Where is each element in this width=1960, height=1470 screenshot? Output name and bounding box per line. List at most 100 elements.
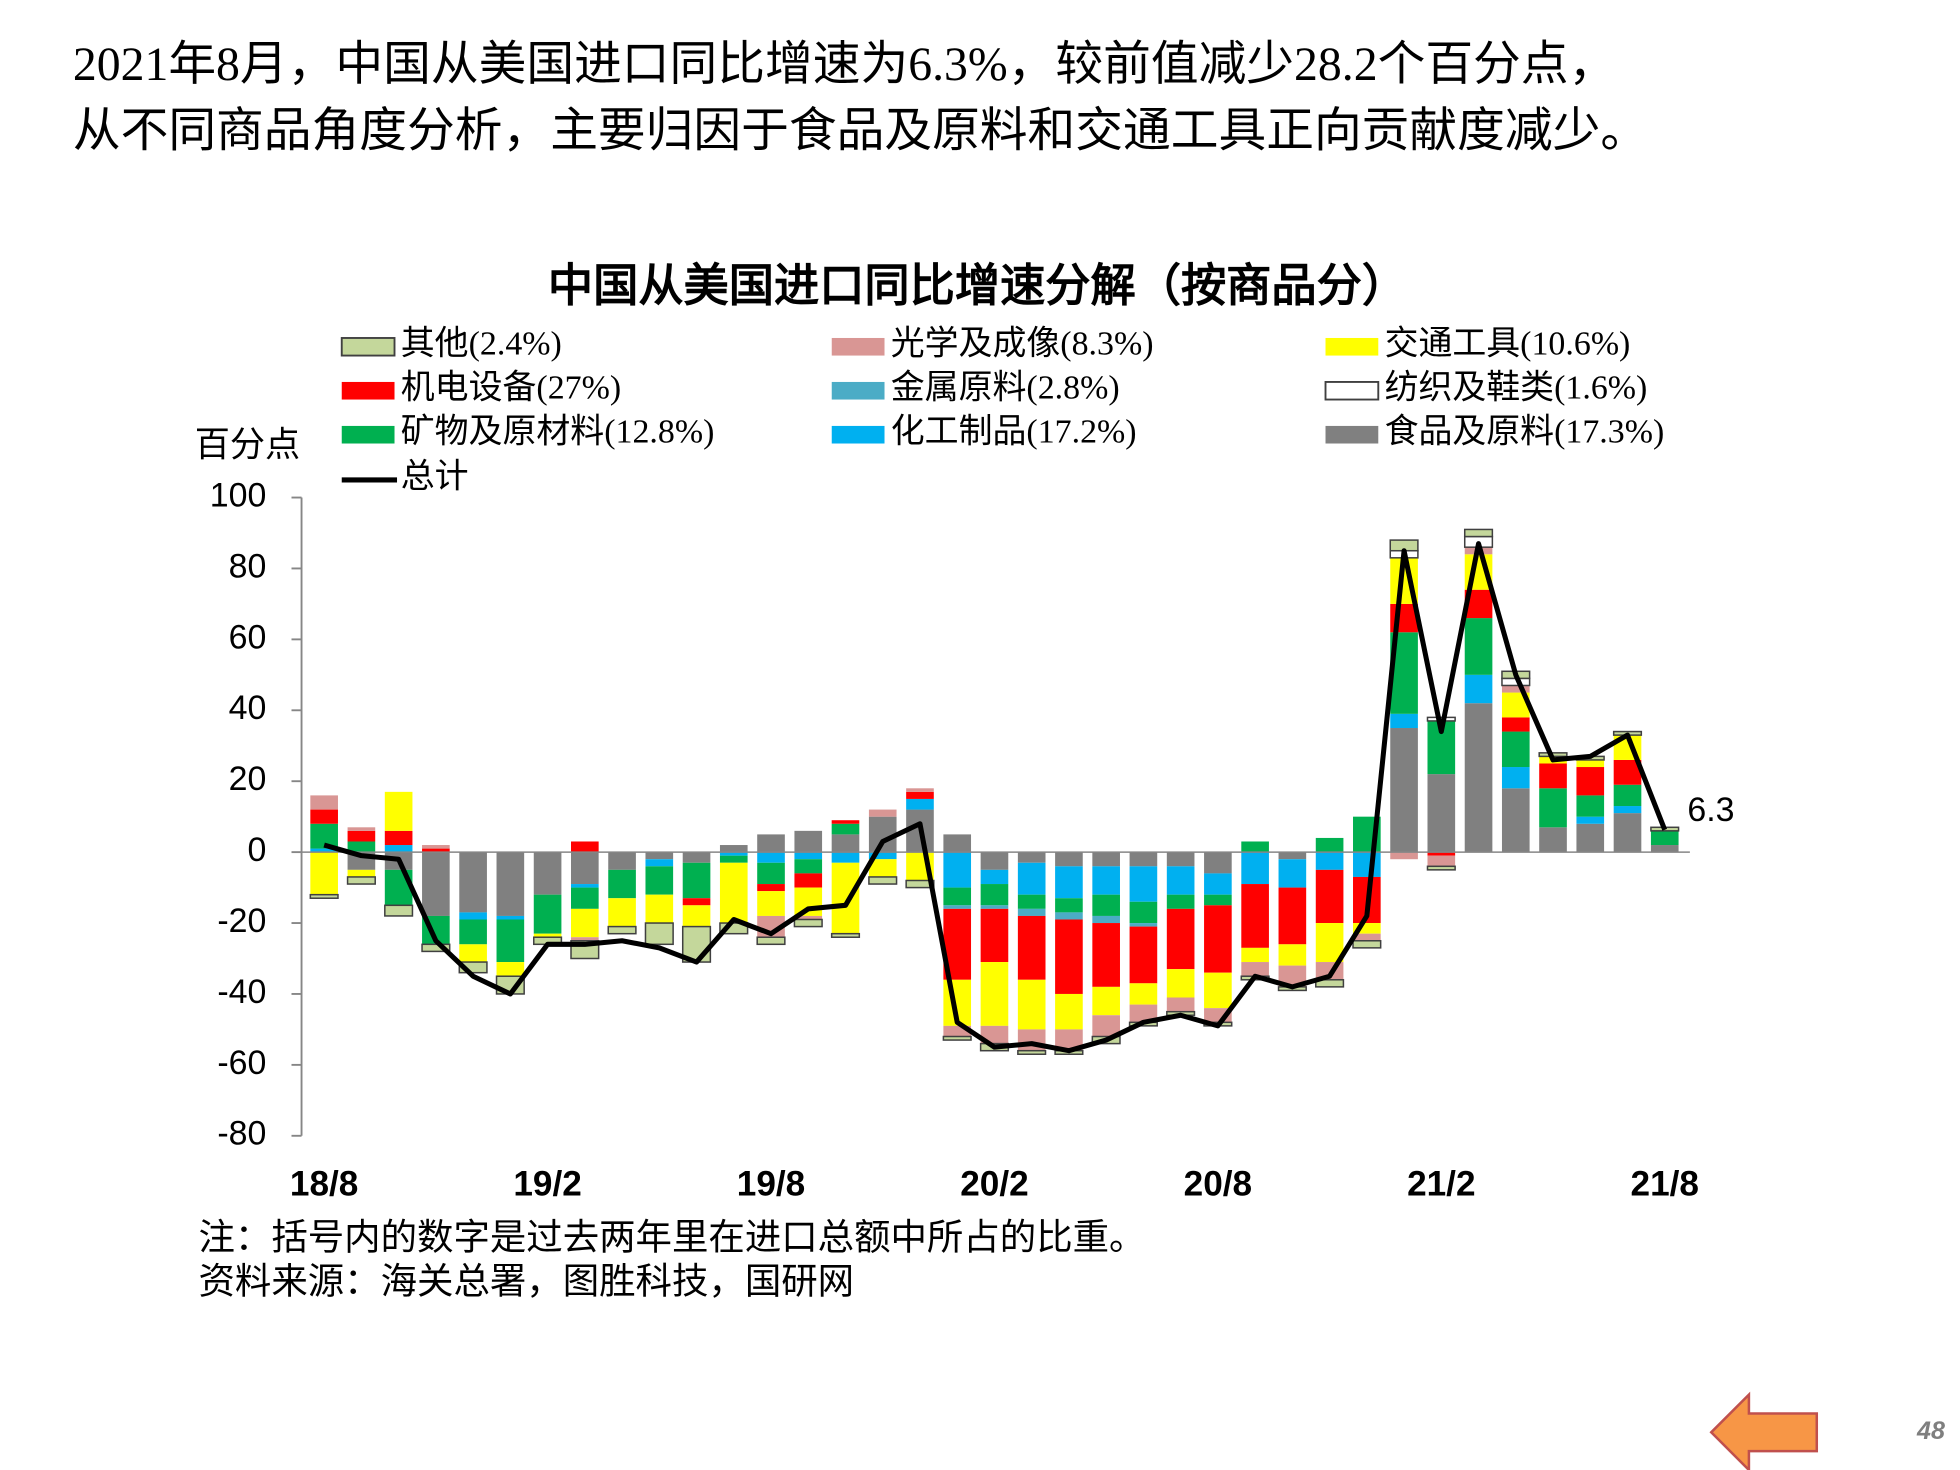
bar-segment	[1539, 788, 1567, 828]
bar-segment	[1278, 944, 1307, 966]
bar-segment	[719, 862, 748, 924]
bar-segment	[1464, 674, 1493, 704]
bar-segment	[459, 944, 487, 963]
headline: 2021年8月，中国从美国进口同比增速为6.3%，较前值减少28.2个百分点，	[73, 38, 1616, 91]
bar-segment	[757, 884, 785, 892]
legend-label: 矿物及原材料(12.8%)	[401, 412, 715, 450]
bar-segment	[757, 891, 785, 916]
bar-segment	[794, 873, 823, 888]
bar-segment	[868, 876, 898, 885]
bar-segment	[1166, 997, 1195, 1012]
bar-segment	[347, 827, 376, 831]
bar-segment	[1166, 866, 1195, 895]
bar-segment	[794, 859, 823, 874]
bar-segment	[1501, 788, 1530, 853]
bar-segment	[756, 936, 786, 946]
bar-segment	[942, 1035, 972, 1041]
bar-segment	[906, 791, 934, 799]
back-arrow[interactable]	[1709, 1391, 1819, 1470]
bar-segment	[571, 852, 599, 885]
bar-segment	[310, 852, 338, 895]
bar-segment	[571, 908, 599, 938]
bar-segment	[1166, 852, 1195, 867]
bar-segment	[980, 908, 1009, 963]
bar-segment	[1576, 823, 1605, 853]
bar-segment	[1241, 884, 1269, 948]
bar-segment	[1464, 703, 1493, 853]
bar-segment	[1204, 852, 1232, 874]
bar-segment	[1501, 717, 1530, 732]
x-tick-label: 21/2	[1407, 1164, 1475, 1203]
bar-segment	[1278, 852, 1307, 860]
bar-segment	[1427, 852, 1456, 856]
bar-segment	[1241, 852, 1269, 885]
bar-segment	[1092, 915, 1120, 924]
bar-segment	[384, 830, 413, 846]
bar-segment	[608, 898, 636, 927]
bar-segment	[1166, 908, 1195, 970]
legend-swatch	[1324, 381, 1380, 401]
bar-segment	[645, 859, 674, 867]
bar-segment	[1129, 852, 1158, 867]
bar-segment	[1204, 873, 1232, 895]
x-tick-label: 20/2	[960, 1164, 1028, 1203]
bar-segment	[422, 845, 450, 849]
bar-segment	[943, 852, 972, 888]
bar-segment	[1463, 528, 1494, 538]
bar-segment	[943, 887, 972, 906]
bar-segment	[347, 869, 376, 877]
bar-segment	[1129, 926, 1158, 984]
bar-segment	[310, 795, 338, 810]
bar-segment	[645, 852, 674, 860]
bar-segment	[1017, 1049, 1047, 1055]
bar-segment	[1055, 852, 1083, 867]
bar-segment	[496, 852, 525, 916]
bar-segment	[1539, 763, 1567, 789]
bar-segment	[1353, 923, 1381, 934]
bar-segment	[1501, 685, 1530, 693]
bar-segment	[1055, 912, 1083, 920]
legend-swatch	[1325, 337, 1379, 356]
y-tick-label: 0	[247, 831, 266, 869]
bar-segment	[1576, 759, 1605, 768]
bar-segment	[868, 809, 897, 817]
bar-segment	[757, 852, 785, 863]
x-tick-label: 19/8	[737, 1164, 805, 1203]
bar-segment	[1427, 774, 1456, 853]
bar-segment	[1315, 837, 1344, 853]
bar-segment	[794, 915, 823, 920]
bar-segment	[533, 852, 562, 895]
bar-segment	[1055, 866, 1083, 899]
y-tick-label: 80	[229, 547, 267, 585]
bar-segment	[719, 852, 748, 856]
page-number: 48	[1916, 1417, 1945, 1445]
bar-segment	[980, 905, 1009, 909]
total-line	[323, 541, 1668, 1054]
bar-segment	[459, 912, 487, 920]
bar-segment	[830, 932, 861, 938]
bar-segment	[794, 830, 823, 853]
bar-segment	[644, 922, 674, 946]
bar-segment	[1426, 865, 1456, 871]
chart-title: 中国从美国进口同比增速分解（按商品分）	[548, 260, 1407, 311]
bar-segment	[1278, 859, 1307, 888]
bar-segment	[1055, 1029, 1083, 1051]
bar-segment	[943, 905, 972, 909]
x-tick-label: 18/8	[290, 1164, 358, 1203]
bar-segment	[1092, 923, 1120, 987]
bar-segment	[645, 894, 674, 924]
legend-label: 化工制品(17.2%)	[891, 412, 1137, 450]
bar-segment	[943, 834, 972, 853]
legend-label: 交通工具(10.6%)	[1385, 325, 1631, 363]
bar-segment	[309, 893, 339, 899]
bar-segment	[310, 809, 338, 824]
bar-segment	[533, 933, 562, 938]
bar-segment	[1501, 767, 1530, 789]
y-tick-label: -40	[217, 973, 266, 1011]
legend-swatch	[831, 381, 885, 400]
bar-segment	[906, 798, 934, 810]
bar-segment	[346, 876, 376, 885]
bar-segment	[421, 943, 451, 953]
bar-segment	[757, 862, 785, 885]
bar-segment	[980, 869, 1009, 885]
